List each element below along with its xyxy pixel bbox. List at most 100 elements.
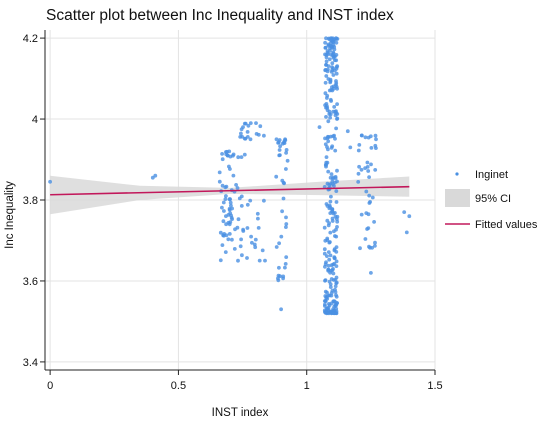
data-point xyxy=(359,133,364,138)
data-point xyxy=(323,142,328,147)
data-point xyxy=(222,209,226,213)
y-tick-label: 3.4 xyxy=(23,357,38,369)
data-point xyxy=(284,255,289,259)
y-axis-label: Inc Inequality xyxy=(4,181,16,249)
data-point xyxy=(359,212,364,217)
data-point xyxy=(325,296,330,301)
data-point xyxy=(325,136,330,141)
data-point xyxy=(328,211,333,216)
data-point xyxy=(332,261,337,266)
data-point xyxy=(284,151,288,155)
ci-layer xyxy=(50,175,410,215)
data-point xyxy=(240,253,244,258)
data-point xyxy=(369,162,373,167)
data-point xyxy=(373,244,377,248)
data-point xyxy=(248,121,253,125)
data-point xyxy=(334,259,339,264)
data-point xyxy=(283,262,288,266)
data-point xyxy=(331,55,336,60)
data-point xyxy=(357,143,362,147)
data-point xyxy=(224,214,228,219)
data-point xyxy=(245,130,250,134)
data-point xyxy=(324,55,329,60)
data-point xyxy=(238,244,243,249)
data-point xyxy=(324,59,329,64)
data-point xyxy=(326,43,331,48)
data-point xyxy=(334,189,339,194)
x-ticks: 0 0.5 1 1.5 xyxy=(47,370,443,392)
data-point xyxy=(325,96,329,100)
data-point xyxy=(220,205,224,210)
data-point xyxy=(335,116,340,121)
data-point xyxy=(334,250,339,254)
data-point xyxy=(356,180,361,184)
data-point xyxy=(331,134,335,139)
data-point xyxy=(245,256,249,260)
data-point xyxy=(324,202,329,206)
data-point xyxy=(325,307,329,312)
data-point xyxy=(228,211,233,216)
data-point xyxy=(241,229,246,233)
data-point xyxy=(220,152,225,156)
data-point xyxy=(230,217,235,222)
data-point xyxy=(242,121,247,126)
data-point xyxy=(323,310,327,314)
data-point xyxy=(324,102,329,106)
data-point xyxy=(236,155,241,160)
data-point xyxy=(334,71,339,76)
data-point xyxy=(334,126,338,131)
data-point xyxy=(274,174,279,179)
data-point xyxy=(329,194,333,199)
data-point xyxy=(277,153,282,158)
data-point xyxy=(324,155,329,160)
data-point xyxy=(331,271,336,276)
data-point xyxy=(234,183,239,187)
data-point xyxy=(332,105,337,109)
data-point xyxy=(334,275,339,280)
data-point xyxy=(227,232,232,236)
data-point xyxy=(322,247,327,252)
data-point xyxy=(323,80,328,85)
data-point xyxy=(330,68,335,72)
data-point xyxy=(369,146,374,150)
data-point xyxy=(348,145,353,150)
data-point xyxy=(333,211,337,215)
data-point xyxy=(334,280,339,285)
data-point xyxy=(333,290,338,294)
data-point xyxy=(231,173,236,178)
data-point xyxy=(369,271,373,275)
data-point xyxy=(335,179,339,184)
data-point xyxy=(281,196,286,201)
data-point xyxy=(334,234,339,239)
data-point xyxy=(242,152,247,157)
data-point xyxy=(248,198,253,203)
y-tick-label: 3.6 xyxy=(23,276,38,288)
data-point xyxy=(276,278,281,283)
data-point xyxy=(373,143,378,148)
data-point xyxy=(332,256,337,261)
data-point xyxy=(324,115,328,119)
data-point xyxy=(224,194,228,198)
data-point xyxy=(335,37,340,41)
data-point xyxy=(329,99,333,103)
y-tick-label: 4 xyxy=(32,114,38,126)
data-point xyxy=(324,160,329,165)
data-point xyxy=(276,140,281,145)
data-point xyxy=(363,237,368,241)
data-point xyxy=(329,301,334,306)
data-point xyxy=(323,45,328,50)
data-point xyxy=(356,148,361,153)
legend-label-fit: Fitted values xyxy=(475,219,538,231)
points-layer xyxy=(48,36,412,316)
data-point xyxy=(253,245,258,250)
fit-layer xyxy=(50,185,410,196)
data-point xyxy=(260,248,265,253)
data-point xyxy=(221,233,226,238)
data-point xyxy=(221,200,226,205)
data-point xyxy=(325,254,329,258)
data-point xyxy=(328,285,333,289)
y-tick-label: 4.2 xyxy=(23,33,38,45)
data-point xyxy=(325,108,330,113)
data-point xyxy=(228,200,233,205)
data-point xyxy=(325,51,330,55)
